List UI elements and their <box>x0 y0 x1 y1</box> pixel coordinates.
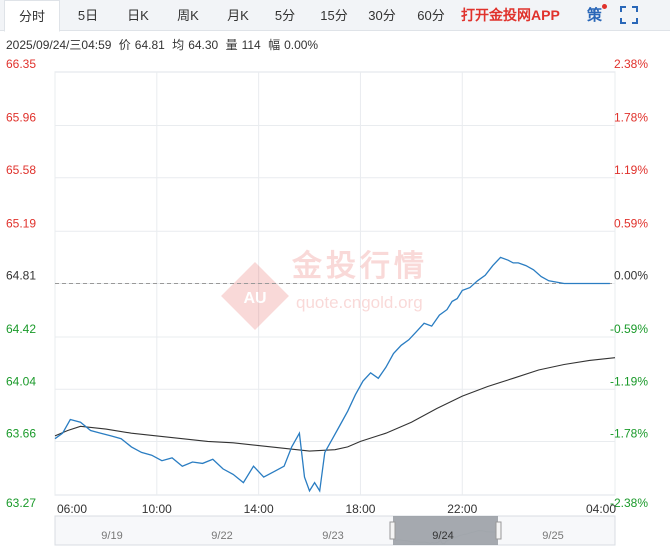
y-tick-label: 63.66 <box>6 426 36 440</box>
tab-15-min[interactable]: 15分 <box>320 8 348 23</box>
y-tick-label: 65.96 <box>6 111 36 125</box>
watermark-url: quote.cngold.org <box>296 293 423 312</box>
y-tick-label: 65.19 <box>6 216 36 230</box>
notification-dot <box>602 4 608 9</box>
tab-intraday[interactable]: 分时 <box>4 0 60 32</box>
navigator-date-label: 9/24 <box>432 530 453 542</box>
strategy-label: 策 <box>587 7 603 24</box>
quote-datetime: 2025/09/24/三04:59 <box>6 38 112 52</box>
period-tab-bar: 分时 5日 日K 周K 月K 5分 15分 30分 60分 打开金投网APP 策 <box>0 0 670 32</box>
navigator-right-handle[interactable] <box>495 521 502 540</box>
x-tick-label: 22:00 <box>447 502 477 516</box>
avg-value: 64.30 <box>188 38 219 52</box>
navigator-left-handle[interactable] <box>389 521 396 540</box>
watermark-logo-icon <box>221 262 289 330</box>
tab-5-min[interactable]: 5分 <box>274 8 296 23</box>
navigator-date-label: 9/22 <box>211 530 232 542</box>
watermark: AU 金投行情 quote.cngold.org <box>221 249 428 330</box>
y-tick-percent-label: -0.59% <box>610 322 648 336</box>
average-price-line <box>54 357 616 452</box>
x-tick-label: 04:00 <box>586 502 616 516</box>
y-tick-label: 65.58 <box>6 163 36 177</box>
price-line <box>54 256 610 493</box>
volume-label: 量 <box>225 38 238 52</box>
y-tick-percent-label: -1.19% <box>610 374 648 388</box>
navigator-date-label: 9/19 <box>101 530 122 542</box>
change-value: 0.00% <box>284 38 319 52</box>
tab-60-min[interactable]: 60分 <box>417 8 445 23</box>
quote-info-bar: 2025/09/24/三04:59 价 64.81 均 64.30 量 114 幅 0.… <box>6 36 322 53</box>
y-tick-percent-label: 2.38% <box>614 58 648 71</box>
y-tick-percent-label: -2.38% <box>610 496 648 510</box>
watermark-name: 金投行情 <box>291 249 428 284</box>
x-tick-label: 18:00 <box>345 502 375 516</box>
x-tick-label: 06:00 <box>57 502 87 516</box>
tab-5-day[interactable]: 5日 <box>77 8 99 23</box>
navigator-track <box>54 515 616 546</box>
x-tick-label: 14:00 <box>244 502 274 516</box>
price-value: 64.81 <box>134 38 165 52</box>
navigator-date-label: 9/23 <box>322 530 343 542</box>
range-navigator[interactable]: 9/19 9/22 9/23 9/24 9/25 <box>54 515 616 546</box>
open-app-link[interactable]: 打开金投网APP <box>461 7 560 23</box>
y-tick-percent-label: 1.78% <box>614 111 648 125</box>
tab-daily-k[interactable]: 日K <box>127 8 149 23</box>
volume-value: 114 <box>241 38 261 52</box>
watermark-logo-text: AU <box>243 290 266 307</box>
change-label: 幅 <box>268 38 281 52</box>
fullscreen-icon[interactable] <box>620 6 638 24</box>
y-tick-label: 64.04 <box>6 374 36 388</box>
y-axis-right: 2.38% 1.78% 1.19% 0.59% 0.00% -0.59% -1.19% -1.… <box>610 58 648 510</box>
y-tick-label: 64.42 <box>6 322 36 336</box>
strategy-button[interactable]: 策 <box>587 0 608 31</box>
x-tick-label: 10:00 <box>142 502 172 516</box>
y-tick-label: 63.27 <box>6 496 36 510</box>
tab-30-min[interactable]: 30分 <box>368 8 396 23</box>
y-tick-percent-label: 1.19% <box>614 163 648 177</box>
navigator-selection[interactable] <box>393 516 498 545</box>
navigator-date-label: 9/25 <box>542 530 563 542</box>
intraday-chart[interactable]: AU 金投行情 quote.cngold.org 66.35 65.96 65.58… <box>0 58 670 546</box>
tab-monthly-k[interactable]: 月K <box>227 8 249 23</box>
y-tick-percent-label: 0.59% <box>614 216 648 230</box>
price-label: 价 <box>118 38 131 52</box>
y-tick-label: 64.81 <box>6 269 36 283</box>
tab-weekly-k[interactable]: 周K <box>177 8 199 23</box>
y-tick-percent-label: -1.78% <box>610 426 648 440</box>
x-axis: 06:00 10:00 14:00 18:00 22:00 04:00 <box>57 502 616 516</box>
y-axis-left: 66.35 65.96 65.58 65.19 64.81 64.42 64.04 63.66… <box>6 58 36 510</box>
y-tick-label: 66.35 <box>6 58 36 71</box>
avg-label: 均 <box>172 38 185 52</box>
y-tick-percent-label: 0.00% <box>614 269 648 283</box>
